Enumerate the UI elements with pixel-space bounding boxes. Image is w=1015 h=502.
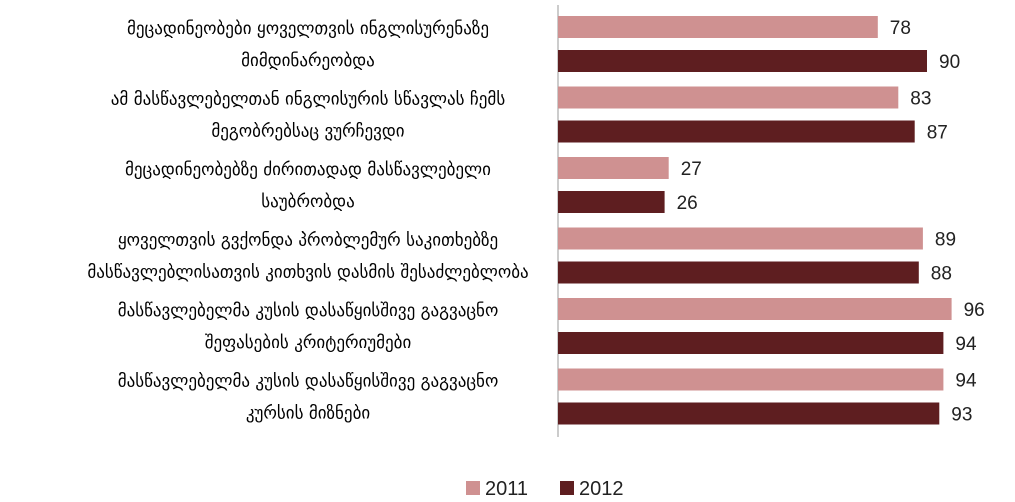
- data-label-2012-6: 93: [951, 405, 972, 426]
- bar-2012-1: [558, 50, 927, 72]
- bar-2012-5: [558, 332, 944, 354]
- data-label-2011-5: 96: [964, 300, 985, 321]
- category-label-3-line-2: საუბრობდა: [261, 192, 354, 212]
- bar-2011-3: [558, 157, 669, 179]
- bar-2012-4: [558, 261, 919, 284]
- bar-2011-4: [558, 227, 923, 250]
- legend-swatch-2011: [466, 481, 480, 495]
- bar-2011-1: [558, 16, 878, 38]
- category-label-4-line-1: ყოველთვის გვქონდა პრობლემურ საკითხებზე: [118, 231, 498, 251]
- category-label-4-line-2: მასწავლებლისათვის კითხვის დასმის შესაძლე…: [87, 263, 528, 283]
- data-label-2011-4: 89: [935, 230, 956, 251]
- bar-2011-2: [558, 86, 899, 109]
- data-label-2011-6: 94: [955, 371, 977, 392]
- data-label-2011-3: 27: [681, 159, 702, 180]
- data-label-2012-2: 87: [927, 123, 948, 144]
- data-label-2011-1: 78: [890, 18, 911, 39]
- bar-2012-6: [558, 402, 940, 425]
- category-label-6-line-1: მასწავლებელმა კუსის დასაწყისშივე გაგვაცნ…: [118, 372, 499, 392]
- category-label-3-line-1: მეცადინეობებზე ძირითადად მასწავლებელი: [125, 160, 491, 180]
- bar-2011-5: [558, 298, 952, 320]
- bar-2011-6: [558, 368, 944, 391]
- data-label-2012-5: 94: [955, 334, 977, 355]
- legend: 2011 2012: [466, 478, 624, 500]
- legend-label-2012: 2012: [579, 478, 624, 500]
- legend-label-2011: 2011: [485, 478, 528, 500]
- category-label-1-line-1: მეცადინეობები ყოველთვის ინგლისურენაზე: [127, 19, 489, 39]
- bars-group: 78 90 83 87 27 26 89 88 96 94 94 93: [558, 16, 985, 426]
- bar-2012-3: [558, 191, 665, 213]
- data-label-2012-1: 90: [939, 52, 960, 73]
- data-label-2012-3: 26: [677, 193, 698, 214]
- category-label-1-line-2: მიმდინარეობდა: [241, 51, 375, 71]
- category-labels-group: მეცადინეობები ყოველთვის ინგლისურენაზე მიმ…: [87, 19, 528, 424]
- category-label-6-line-2: კურსის მიზნები: [246, 404, 370, 424]
- category-label-2-line-2: მეგობრებსაც ვურჩევდი: [211, 122, 404, 142]
- bar-2012-2: [558, 120, 915, 143]
- legend-swatch-2012: [560, 481, 574, 495]
- category-label-5-line-2: შეფასების კრიტერიუმები: [205, 333, 412, 353]
- category-label-2-line-1: ამ მასწავლებელთან ინგლისურის სწავლას ჩემ…: [111, 90, 506, 110]
- data-label-2011-2: 83: [910, 89, 931, 110]
- data-label-2012-4: 88: [931, 264, 952, 285]
- category-label-5-line-1: მასწავლებელმა კუსის დასაწყისშივე გაგვაცნ…: [118, 301, 499, 321]
